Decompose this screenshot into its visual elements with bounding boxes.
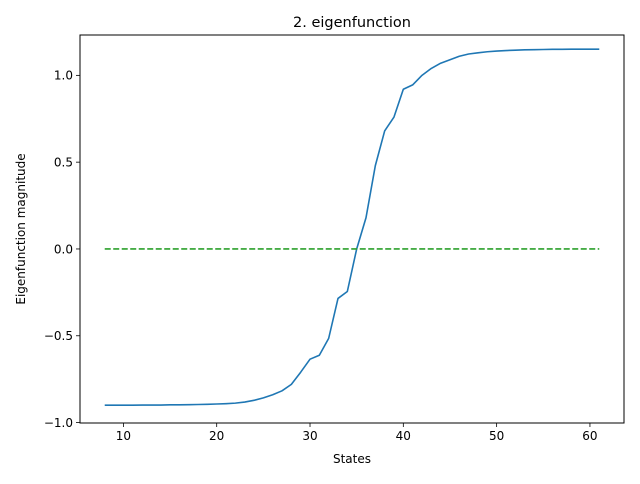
plot-lines: [104, 48, 600, 407]
x-tick-label: 60: [582, 429, 597, 443]
y-tick-label: 0.0: [54, 242, 73, 256]
eigenfunction-line: [104, 48, 600, 407]
axes-frame: [79, 34, 625, 424]
y-tick-label: −1.0: [44, 416, 73, 430]
x-tick-label: 30: [302, 429, 317, 443]
x-tick-label: 50: [489, 429, 504, 443]
y-tick-label: 1.0: [54, 69, 73, 83]
y-tick-label: 0.5: [54, 155, 73, 169]
x-axis-ticks: 10 20 30 40 50 60: [116, 423, 598, 443]
y-tick-label: −0.5: [44, 329, 73, 343]
x-tick-label: 40: [396, 429, 411, 443]
x-tick-label: 10: [116, 429, 131, 443]
chart-title: 2. eigenfunction: [293, 15, 411, 31]
y-axis-label: Eigenfunction magnitude: [14, 153, 28, 304]
x-tick-label: 20: [209, 429, 224, 443]
x-axis-label: States: [333, 452, 371, 466]
y-axis-ticks: −1.0 −0.5 0.0 0.5 1.0: [44, 69, 80, 430]
